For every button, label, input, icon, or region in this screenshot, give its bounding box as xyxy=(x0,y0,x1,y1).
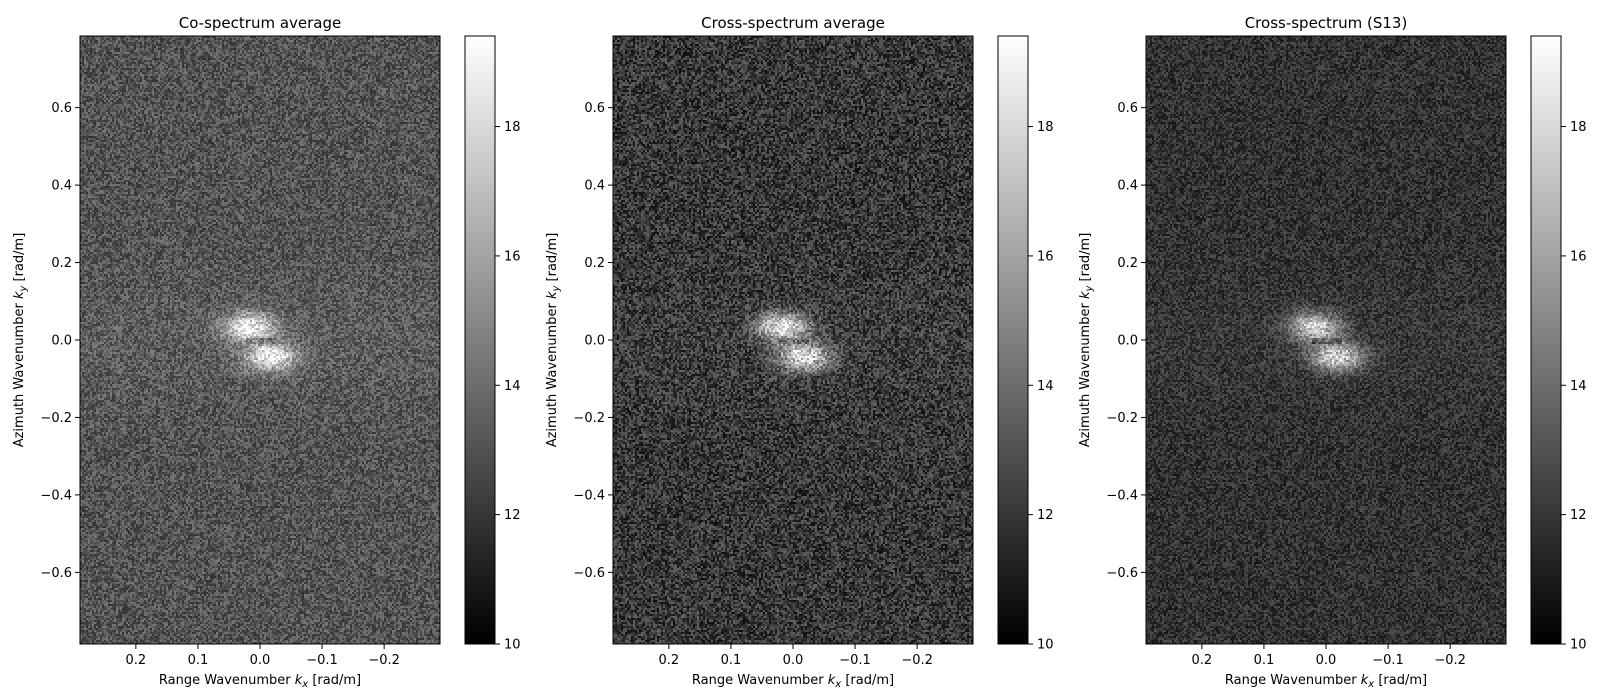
y-tick-label: 0.4 xyxy=(584,179,605,194)
x-tick-label: 0.0 xyxy=(1316,653,1337,668)
colorbar xyxy=(464,35,496,645)
x-tick-label: −0.1 xyxy=(306,653,338,668)
x-tick-label: 0.2 xyxy=(659,653,680,668)
y-axis-label: Azimuth Wavenumber ky [rad/m] xyxy=(545,233,562,448)
y-tick-label: −0.4 xyxy=(40,488,72,503)
spectrum-heatmap xyxy=(1146,36,1506,644)
x-axis-label: Range Wavenumber kx [rad/m] xyxy=(159,673,361,690)
colorbar-tick-label: 16 xyxy=(1570,249,1587,264)
x-tick-label: 0.2 xyxy=(126,653,147,668)
y-tick-label: 0.2 xyxy=(584,256,605,271)
colorbar-tick-label: 16 xyxy=(504,249,521,264)
colorbar-tick-label: 14 xyxy=(504,379,521,394)
colorbar-tick-label: 18 xyxy=(1570,120,1587,135)
panel-title: Co-spectrum average xyxy=(179,14,342,32)
x-tick-label: 0.0 xyxy=(250,653,271,668)
colorbar-tick-label: 14 xyxy=(1570,379,1587,394)
y-tick-label: 0.0 xyxy=(584,334,605,349)
x-tick-label: −0.2 xyxy=(368,653,400,668)
y-tick-label: −0.6 xyxy=(573,566,605,581)
y-tick-label: 0.2 xyxy=(51,256,72,271)
y-tick-label: 0.0 xyxy=(1117,334,1138,349)
y-tick-label: −0.2 xyxy=(40,411,72,426)
x-axis-label: Range Wavenumber kx [rad/m] xyxy=(1225,673,1427,690)
colorbar xyxy=(1530,35,1562,645)
y-tick-label: 0.6 xyxy=(51,101,72,116)
y-axis-label: Azimuth Wavenumber ky [rad/m] xyxy=(1078,233,1095,448)
colorbar-tick-label: 10 xyxy=(1037,638,1054,653)
y-tick-label: −0.4 xyxy=(1106,488,1138,503)
y-tick-label: −0.4 xyxy=(573,488,605,503)
colorbar-tick-label: 12 xyxy=(504,508,521,523)
spectrum-heatmap xyxy=(613,36,973,644)
y-tick-label: 0.0 xyxy=(51,334,72,349)
x-tick-label: −0.2 xyxy=(1434,653,1466,668)
x-tick-label: 0.1 xyxy=(1254,653,1275,668)
x-tick-label: −0.1 xyxy=(1372,653,1404,668)
x-tick-label: −0.2 xyxy=(901,653,933,668)
colorbar-tick-label: 10 xyxy=(1570,638,1587,653)
x-tick-label: −0.1 xyxy=(839,653,871,668)
y-tick-label: −0.2 xyxy=(573,411,605,426)
x-axis-label: Range Wavenumber kx [rad/m] xyxy=(692,673,894,690)
panel-3: Cross-spectrum (S13) 0.2 0.1 0.0 −0.1 −0.2 0.6… xyxy=(1078,14,1587,690)
y-tick-label: −0.6 xyxy=(1106,566,1138,581)
y-tick-label: 0.6 xyxy=(584,101,605,116)
colorbar-tick-label: 18 xyxy=(1037,120,1054,135)
y-tick-label: 0.6 xyxy=(1117,101,1138,116)
x-tick-label: 0.2 xyxy=(1192,653,1213,668)
y-tick-label: 0.4 xyxy=(51,179,72,194)
colorbar-tick-label: 16 xyxy=(1037,249,1054,264)
x-tick-label: 0.1 xyxy=(188,653,209,668)
x-tick-label: 0.1 xyxy=(721,653,742,668)
panel-title: Cross-spectrum (S13) xyxy=(1245,14,1408,32)
y-axis-label: Azimuth Wavenumber ky [rad/m] xyxy=(12,233,29,448)
panel-title: Cross-spectrum average xyxy=(701,14,885,32)
y-tick-label: −0.2 xyxy=(1106,411,1138,426)
colorbar-tick-label: 12 xyxy=(1570,508,1587,523)
colorbar xyxy=(997,35,1029,645)
colorbar-tick-label: 10 xyxy=(504,638,521,653)
colorbar-tick-label: 14 xyxy=(1037,379,1054,394)
y-tick-label: −0.6 xyxy=(40,566,72,581)
y-tick-label: 0.4 xyxy=(1117,179,1138,194)
colorbar-tick-label: 12 xyxy=(1037,508,1054,523)
x-tick-label: 0.0 xyxy=(783,653,804,668)
spectrum-heatmap xyxy=(80,36,440,644)
colorbar-tick-label: 18 xyxy=(504,120,521,135)
y-tick-label: 0.2 xyxy=(1117,256,1138,271)
panel-2: Cross-spectrum average 0.2 0.1 0.0 −0.1 −0.2 0… xyxy=(545,14,1054,690)
panel-1: Co-spectrum average 0.2 0.1 0.0 −0.1 −0.2 0.6 0… xyxy=(12,14,521,690)
